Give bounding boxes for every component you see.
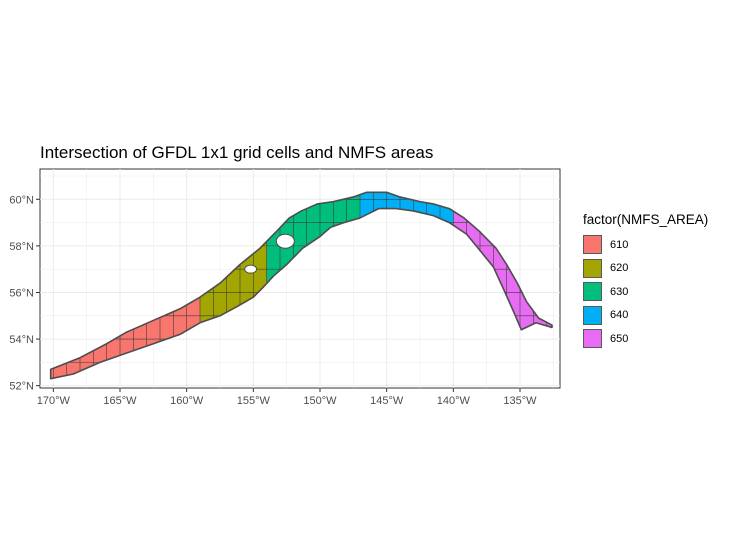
legend-swatch xyxy=(583,258,602,278)
x-tick-label: 140°W xyxy=(437,395,471,407)
x-tick-label: 165°W xyxy=(103,395,137,407)
legend: factor(NMFS_AREA) 610 620 630 640 650 xyxy=(583,212,708,351)
y-tick-label: 54°N xyxy=(9,334,34,346)
island xyxy=(244,264,258,274)
x-tick-label: 155°W xyxy=(237,395,271,407)
y-tick-label: 56°N xyxy=(9,287,34,299)
island xyxy=(275,233,295,249)
legend-item-610: 610 xyxy=(583,233,708,257)
x-tick-label: 135°W xyxy=(503,395,537,407)
legend-swatch xyxy=(583,235,602,255)
legend-items: 610 620 630 640 650 xyxy=(583,233,708,351)
legend-label: 630 xyxy=(610,285,629,298)
legend-label: 650 xyxy=(610,332,629,345)
legend-title: factor(NMFS_AREA) xyxy=(583,212,709,227)
x-axis: 170°W 165°W 160°W 155°W 150°W 145°W 140°W 135°W xyxy=(37,388,537,407)
legend-item-620: 620 xyxy=(583,257,708,281)
y-tick-label: 60°N xyxy=(9,194,34,206)
legend-swatch xyxy=(583,282,602,302)
legend-swatch xyxy=(583,329,602,349)
y-tick-label: 58°N xyxy=(9,241,34,253)
legend-item-630: 630 xyxy=(583,280,708,304)
legend-swatch xyxy=(583,305,602,325)
legend-label: 620 xyxy=(610,262,629,275)
coastline-outline xyxy=(49,191,553,380)
chart-title: Intersection of GFDL 1x1 grid cells and … xyxy=(40,143,434,162)
legend-label: 640 xyxy=(610,309,629,322)
x-tick-label: 160°W xyxy=(170,395,204,407)
y-tick-label: 52°N xyxy=(9,381,34,393)
legend-label: 610 xyxy=(610,238,629,251)
legend-item-640: 640 xyxy=(583,304,708,328)
y-axis: 52°N 54°N 56°N 58°N 60°N xyxy=(9,194,40,393)
x-tick-label: 150°W xyxy=(303,395,337,407)
legend-item-650: 650 xyxy=(583,327,708,351)
x-tick-label: 170°W xyxy=(37,395,71,407)
x-tick-label: 145°W xyxy=(370,395,404,407)
